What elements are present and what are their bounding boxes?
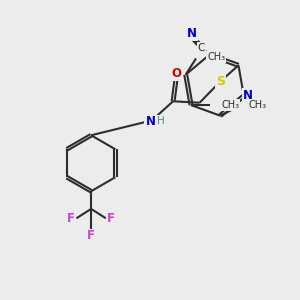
Text: S: S	[216, 75, 225, 88]
Text: O: O	[171, 67, 181, 80]
Text: N: N	[187, 27, 197, 40]
Text: N: N	[146, 115, 155, 128]
Text: F: F	[67, 212, 75, 225]
Text: F: F	[107, 212, 115, 225]
Text: CH₃: CH₃	[207, 52, 225, 62]
Text: H: H	[157, 116, 165, 126]
Text: N: N	[243, 89, 253, 102]
Text: CH₃: CH₃	[248, 100, 266, 110]
Text: C: C	[197, 43, 205, 53]
Text: F: F	[87, 230, 95, 242]
Text: CH₃: CH₃	[221, 100, 239, 110]
